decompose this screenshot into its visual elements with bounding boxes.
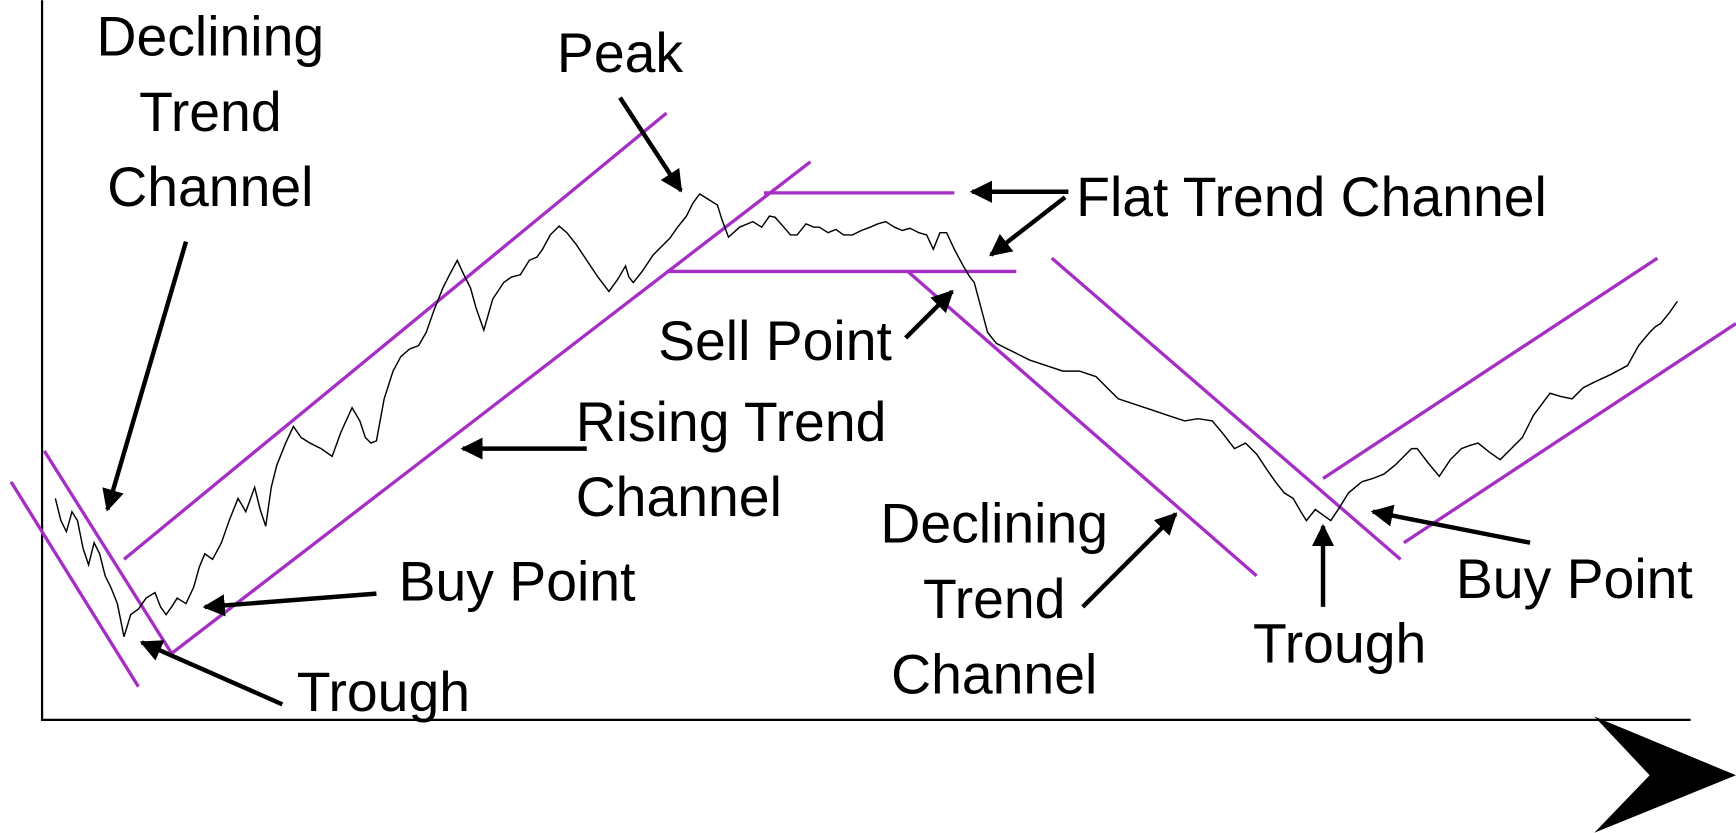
label-line: Channel	[107, 156, 313, 218]
label: Trough	[1253, 612, 1426, 674]
label-line: Buy Point	[1456, 548, 1693, 610]
label: Rising Trend Channel	[576, 391, 887, 528]
label-line: Sell Point	[658, 310, 892, 372]
label-line: Declining	[97, 6, 325, 68]
label: Trough	[297, 661, 470, 723]
label: Buy Point	[1456, 548, 1693, 610]
label-line: Peak	[557, 22, 683, 84]
label: Declining Trend Channel	[97, 6, 325, 219]
label-line: Flat Trend Channel	[1076, 166, 1547, 228]
label-line: Trough	[297, 661, 470, 723]
label-line: Declining	[880, 493, 1108, 555]
label-line: Channel	[891, 643, 1097, 705]
label: Sell Point	[658, 310, 892, 372]
label-line: Channel	[576, 466, 782, 528]
label-line: Trend	[923, 568, 1066, 630]
arrows	[102, 96, 1531, 707]
channel-lines	[9, 111, 1736, 688]
label-line: Rising Trend	[576, 391, 887, 453]
label: Declining Trend Channel	[880, 493, 1108, 706]
label: Peak	[557, 22, 683, 84]
label-line: Trend	[139, 81, 282, 143]
label: Flat Trend Channel	[1076, 166, 1547, 228]
price-line	[54, 193, 1678, 638]
label: Buy Point	[399, 550, 636, 612]
label-line: Buy Point	[399, 550, 636, 612]
label-line: Trough	[1253, 612, 1426, 674]
axes	[40, 0, 1736, 833]
